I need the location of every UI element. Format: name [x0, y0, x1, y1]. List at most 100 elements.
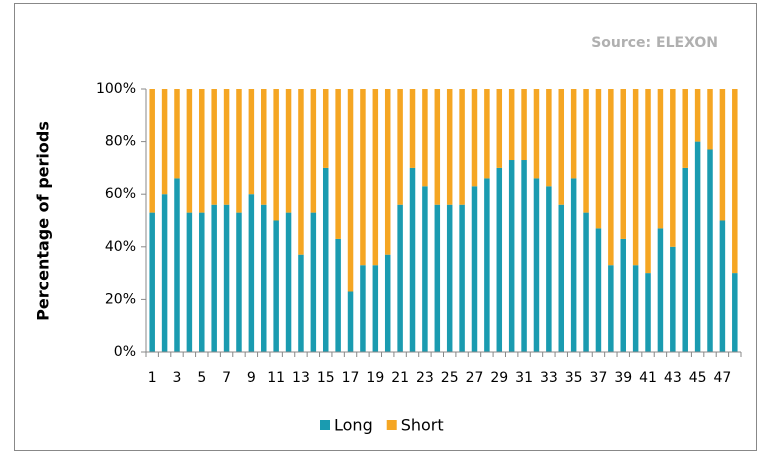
y-tick-label: 0%	[114, 344, 136, 360]
bar-segment	[285, 89, 292, 213]
bar-segment	[422, 186, 428, 352]
bar-segment	[521, 160, 527, 352]
bar-segment	[261, 204, 267, 352]
bar-segment	[484, 89, 490, 179]
bar-segment	[608, 89, 614, 266]
bar-segment	[471, 89, 478, 187]
legend-label: Short	[401, 416, 444, 435]
bar-segment	[694, 89, 701, 142]
bar-segment	[496, 167, 503, 352]
bar-segment	[322, 89, 329, 168]
bar-segment	[645, 89, 651, 274]
bar-segment	[570, 89, 577, 179]
bar-segment	[223, 89, 230, 205]
bar-segment	[161, 89, 168, 195]
y-tick-label: 100%	[96, 81, 136, 97]
bar-segment	[248, 89, 255, 195]
bar-segment	[409, 167, 416, 352]
bar-segment	[285, 212, 292, 352]
bar-segment	[558, 89, 565, 205]
x-tick-label: 27	[466, 370, 484, 386]
x-tick-label: 19	[366, 370, 384, 386]
bar-segment	[620, 238, 626, 352]
bar-segment	[322, 167, 329, 352]
bar-segment	[732, 273, 738, 352]
x-tick-label: 7	[222, 370, 231, 386]
bar-segment	[384, 254, 391, 352]
bar-segment	[508, 89, 515, 161]
bar-segment	[298, 254, 304, 352]
bar-segment	[719, 89, 726, 221]
bar-segment	[347, 291, 354, 352]
bar-segment	[471, 186, 478, 352]
bar-segment	[372, 265, 379, 352]
legend-swatch	[320, 420, 330, 430]
bar-segment	[273, 220, 279, 352]
bar-segment	[409, 89, 416, 168]
x-tick-label: 31	[515, 370, 533, 386]
bar-segment	[521, 89, 527, 161]
bar-segment	[546, 186, 552, 352]
x-tick-label: 29	[490, 370, 508, 386]
bar-segment	[670, 246, 676, 352]
bar-segment	[459, 89, 465, 205]
bar-segment	[657, 228, 664, 352]
bar-segment	[248, 194, 255, 352]
x-tick-label: 33	[540, 370, 558, 386]
bar-segment	[261, 89, 267, 205]
x-tick-label: 47	[713, 370, 731, 386]
bar-segment	[211, 204, 217, 352]
y-axis-label: Percentage of periods	[34, 121, 53, 321]
x-tick-label: 17	[342, 370, 360, 386]
bar-segment	[459, 204, 465, 352]
bar-segment	[570, 178, 577, 352]
bar-segment	[199, 212, 205, 352]
x-tick-label: 15	[317, 370, 335, 386]
bar-segment	[533, 89, 540, 179]
x-tick-label: 21	[391, 370, 409, 386]
bar-segment	[707, 149, 713, 352]
bar-segment	[335, 238, 341, 352]
bar-segment	[446, 89, 453, 205]
bar-segment	[161, 194, 168, 352]
x-tick-label: 45	[689, 370, 707, 386]
bar-segment	[620, 89, 626, 239]
bar-segment	[310, 89, 317, 213]
bar-segment	[174, 178, 180, 352]
x-tick-label: 39	[614, 370, 632, 386]
x-tick-label: 41	[639, 370, 657, 386]
bar-segment	[583, 89, 589, 213]
bar-segment	[732, 89, 738, 274]
bar-segment	[310, 212, 317, 352]
bar-segment	[211, 89, 217, 205]
bar-segment	[199, 89, 205, 213]
bar-segment	[496, 89, 503, 168]
bar-segment	[682, 89, 688, 168]
legend-swatch	[386, 420, 397, 430]
bar-segment	[657, 89, 664, 229]
bar-segment	[508, 160, 515, 352]
bar-segment	[384, 89, 391, 255]
bar-segment	[149, 89, 155, 213]
bar-segment	[174, 89, 180, 179]
bar-segment	[236, 89, 242, 213]
bar-segment	[608, 265, 614, 352]
bar-segment	[335, 89, 341, 239]
x-tick-label: 3	[173, 370, 182, 386]
bar-segment	[422, 89, 428, 187]
bar-segment	[223, 204, 230, 352]
bar-segment	[632, 89, 639, 266]
bar-segment	[558, 204, 565, 352]
bar-segment	[484, 178, 490, 352]
bar-segment	[434, 89, 441, 205]
bar-segment	[372, 89, 379, 266]
bar-segment	[719, 220, 726, 352]
x-tick-label: 11	[267, 370, 285, 386]
bar-segment	[149, 212, 155, 352]
bar-segment	[298, 89, 304, 255]
bar-segment	[397, 89, 403, 205]
x-tick-label: 35	[565, 370, 583, 386]
bar-segment	[533, 178, 540, 352]
bar-segment	[273, 89, 279, 221]
bar-segment	[682, 167, 688, 352]
